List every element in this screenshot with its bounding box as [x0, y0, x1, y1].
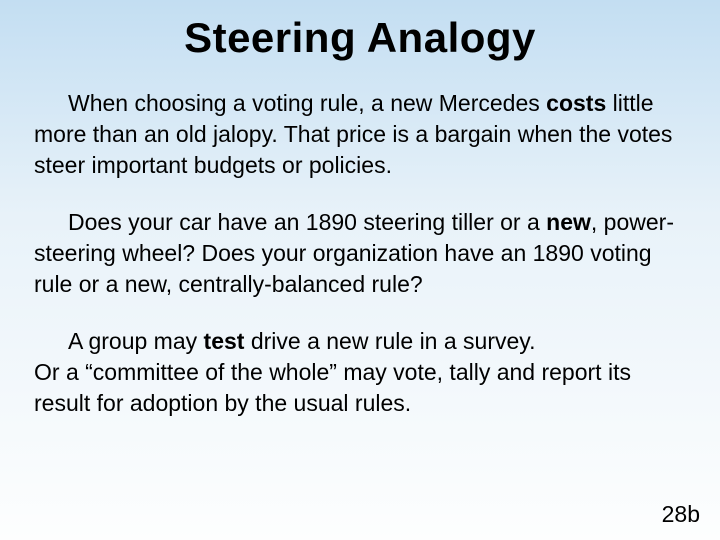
p3-run2: drive a new rule in a survey.: [244, 328, 535, 354]
paragraph-1: When choosing a voting rule, a new Merce…: [34, 88, 686, 181]
p3-run1: test: [204, 328, 245, 354]
p2-run1: new: [546, 209, 591, 235]
slide-title: Steering Analogy: [34, 14, 686, 62]
paragraph-2: Does your car have an 1890 steering till…: [34, 207, 686, 300]
p3-run0: A group may: [68, 328, 204, 354]
page-number: 28b: [662, 501, 700, 528]
p1-run0: When choosing a voting rule, a new Merce…: [68, 90, 546, 116]
paragraph-3-trailing: Or a “committee of the whole” may vote, …: [34, 357, 686, 419]
p2-run0: Does your car have an 1890 steering till…: [68, 209, 546, 235]
paragraph-3: A group may test drive a new rule in a s…: [34, 326, 686, 357]
slide: Steering Analogy When choosing a voting …: [0, 0, 720, 540]
p1-run1: costs: [546, 90, 606, 116]
